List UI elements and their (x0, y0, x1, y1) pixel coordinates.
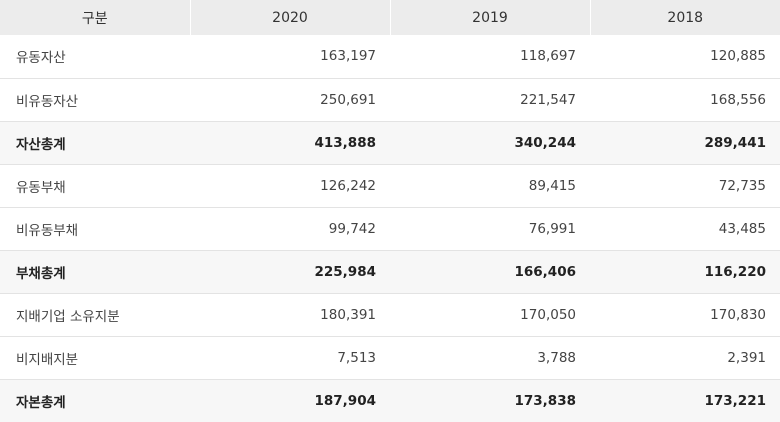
cell-value: 187,904 (190, 379, 390, 422)
row-label: 부채총계 (0, 250, 190, 294)
header-year-2018: 2018 (589, 0, 780, 35)
cell-value: 99,742 (190, 207, 390, 251)
table-header: 구분 2020 2019 2018 (0, 0, 780, 35)
table-row-total: 자본총계 187,904 173,838 173,221 (0, 379, 780, 422)
table-row-total: 자산총계 413,888 340,244 289,441 (0, 121, 780, 165)
cell-value: 72,735 (590, 164, 780, 208)
cell-value: 250,691 (190, 78, 390, 122)
row-label: 유동자산 (0, 35, 190, 79)
cell-value: 173,838 (390, 379, 590, 422)
row-label: 자본총계 (0, 379, 190, 422)
cell-value: 120,885 (590, 35, 780, 79)
row-label: 비유동부채 (0, 207, 190, 251)
cell-value: 166,406 (390, 250, 590, 294)
cell-value: 126,242 (190, 164, 390, 208)
cell-value: 289,441 (590, 121, 780, 165)
cell-value: 413,888 (190, 121, 390, 165)
row-label: 비유동자산 (0, 78, 190, 122)
cell-value: 170,050 (390, 293, 590, 337)
table-row: 유동자산 163,197 118,697 120,885 (0, 35, 780, 79)
cell-value: 168,556 (590, 78, 780, 122)
cell-value: 340,244 (390, 121, 590, 165)
cell-value: 170,830 (590, 293, 780, 337)
cell-value: 173,221 (590, 379, 780, 422)
cell-value: 89,415 (390, 164, 590, 208)
header-row: 구분 2020 2019 2018 (0, 0, 780, 35)
header-category: 구분 (0, 0, 190, 35)
table-row: 지배기업 소유지분 180,391 170,050 170,830 (0, 293, 780, 337)
header-year-2020: 2020 (189, 0, 390, 35)
cell-value: 180,391 (190, 293, 390, 337)
row-label: 비지배지분 (0, 336, 190, 380)
cell-value: 7,513 (190, 336, 390, 380)
cell-value: 116,220 (590, 250, 780, 294)
table-row: 비지배지분 7,513 3,788 2,391 (0, 336, 780, 380)
header-year-2019: 2019 (389, 0, 590, 35)
cell-value: 163,197 (190, 35, 390, 79)
cell-value: 76,991 (390, 207, 590, 251)
cell-value: 3,788 (390, 336, 590, 380)
cell-value: 118,697 (390, 35, 590, 79)
table-row-total: 부채총계 225,984 166,406 116,220 (0, 250, 780, 294)
cell-value: 225,984 (190, 250, 390, 294)
cell-value: 43,485 (590, 207, 780, 251)
table-body: 유동자산 163,197 118,697 120,885 비유동자산 250,6… (0, 35, 780, 422)
row-label: 유동부채 (0, 164, 190, 208)
table-row: 비유동자산 250,691 221,547 168,556 (0, 78, 780, 122)
row-label: 자산총계 (0, 121, 190, 165)
table-row: 유동부채 126,242 89,415 72,735 (0, 164, 780, 208)
cell-value: 2,391 (590, 336, 780, 380)
table-row: 비유동부채 99,742 76,991 43,485 (0, 207, 780, 251)
cell-value: 221,547 (390, 78, 590, 122)
row-label: 지배기업 소유지분 (0, 293, 190, 337)
